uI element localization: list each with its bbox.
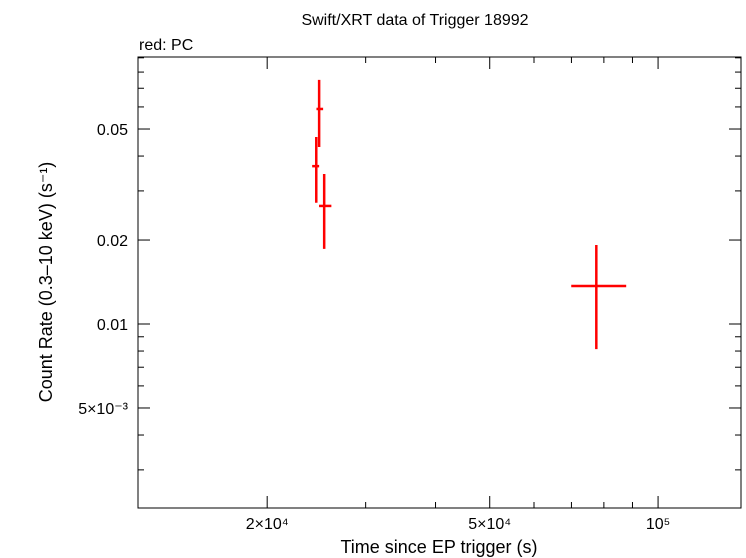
y-tick-label: 0.05 [97, 122, 128, 139]
data-point [571, 244, 627, 350]
x-axis-label: Time since EP trigger (s) [340, 537, 537, 557]
y-tick-label: 5×10⁻³ [78, 401, 128, 418]
data-point [316, 79, 324, 148]
x-tick-label: 2×10⁴ [246, 516, 289, 533]
y-tick-label: 0.02 [97, 233, 128, 250]
x-tick-label: 10⁵ [646, 516, 670, 533]
data-point [319, 173, 332, 249]
plot-frame [137, 56, 742, 509]
y-tick-label: 0.01 [97, 317, 128, 334]
y-axis-label: Count Rate (0.3–10 keV) (s⁻¹) [36, 162, 56, 403]
chart-subtitle: red: PC [139, 37, 193, 54]
chart-title: Swift/XRT data of Trigger 18992 [301, 12, 528, 29]
x-tick-label: 5×10⁴ [468, 516, 511, 533]
data-point [312, 137, 320, 203]
